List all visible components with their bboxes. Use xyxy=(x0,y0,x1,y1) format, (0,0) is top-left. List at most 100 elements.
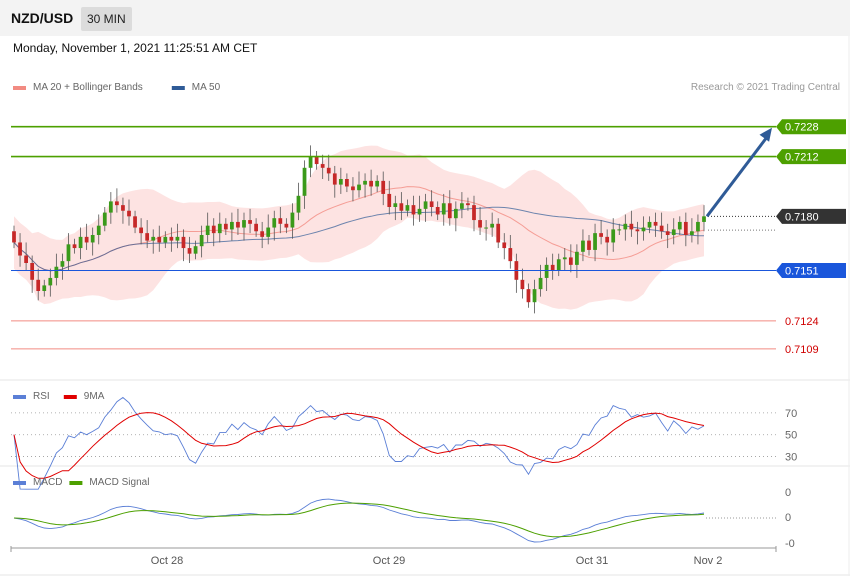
candle-body xyxy=(399,203,404,211)
candle xyxy=(345,173,349,193)
candle xyxy=(326,154,331,181)
candle xyxy=(629,210,634,237)
candle-body xyxy=(96,225,101,235)
datetime-label: Monday, November 1, 2021 11:25:51 AM CET xyxy=(13,41,258,55)
legend-swatch xyxy=(13,481,26,485)
candle-body xyxy=(272,218,277,228)
legend-label: MACD Signal xyxy=(89,477,149,488)
ma50-line xyxy=(13,206,705,272)
candle xyxy=(175,223,180,249)
x-tick-label: Oct 29 xyxy=(373,555,405,567)
candle xyxy=(284,218,289,234)
candle xyxy=(411,195,416,226)
candle-body xyxy=(502,242,507,249)
candle xyxy=(690,218,694,243)
candle-body xyxy=(72,244,77,249)
candle xyxy=(248,208,252,234)
candle xyxy=(351,177,355,202)
candle xyxy=(653,212,658,237)
candle-body xyxy=(526,289,531,303)
candle-body xyxy=(496,223,501,243)
candle-body xyxy=(665,231,670,235)
legend-label: MACD xyxy=(33,477,62,488)
candle xyxy=(90,227,95,256)
candle xyxy=(54,253,59,286)
candle xyxy=(145,220,150,249)
candle-body xyxy=(653,221,658,226)
candle xyxy=(484,220,488,241)
candle-body xyxy=(278,218,283,224)
candle xyxy=(36,268,41,301)
candle xyxy=(290,203,295,239)
candle xyxy=(635,221,640,245)
candle xyxy=(575,244,579,278)
candle xyxy=(696,214,700,245)
candle-body xyxy=(435,207,440,215)
candle xyxy=(260,221,265,249)
legend-swatch xyxy=(13,86,26,90)
candle-body xyxy=(532,289,537,303)
candle-body xyxy=(115,201,119,206)
candle-body xyxy=(423,201,428,209)
chart-header: NZD/USD 30 MIN xyxy=(0,0,850,36)
candle xyxy=(550,253,555,280)
candle-body xyxy=(78,236,83,249)
candle-body xyxy=(647,221,652,228)
candle-body xyxy=(363,180,367,185)
candle xyxy=(429,190,434,217)
candle-body xyxy=(217,223,222,234)
candle-body xyxy=(187,248,192,254)
candle-body xyxy=(345,179,349,187)
candle xyxy=(677,216,682,235)
candle-body xyxy=(453,208,458,219)
current-price-tag-bg xyxy=(776,208,846,224)
candle-body xyxy=(375,180,380,187)
forecast-arrow-shaft xyxy=(705,134,770,218)
candle xyxy=(187,236,192,263)
candle xyxy=(181,229,186,262)
macd-signal-line xyxy=(13,502,705,538)
candle-body xyxy=(163,236,168,243)
candle xyxy=(587,235,591,256)
candle xyxy=(157,225,162,252)
price-level-label: 0.7212 xyxy=(785,152,819,164)
candle xyxy=(617,223,622,235)
candle xyxy=(278,207,283,234)
candle xyxy=(272,210,277,241)
candle-body xyxy=(90,235,95,243)
candle xyxy=(193,240,198,260)
candle-body xyxy=(544,264,549,278)
candle xyxy=(623,214,628,241)
legend-swatch xyxy=(63,395,77,399)
candle-body xyxy=(484,227,488,229)
candle xyxy=(211,218,216,247)
macd-tick-label: 0 xyxy=(785,512,791,524)
candle-body xyxy=(54,266,59,278)
candle xyxy=(332,165,337,198)
candle xyxy=(526,283,531,308)
candle-body xyxy=(635,229,640,232)
legend-label: RSI xyxy=(33,391,50,402)
candle-body xyxy=(617,229,622,231)
candle xyxy=(702,205,706,232)
candle-body xyxy=(284,223,289,228)
candle-body xyxy=(157,236,162,243)
candle-body xyxy=(550,264,555,271)
x-tick-label: Oct 31 xyxy=(576,555,608,567)
candle xyxy=(127,199,131,226)
candle xyxy=(139,218,143,245)
candle xyxy=(405,199,410,217)
timeframe-button[interactable]: 30 MIN xyxy=(81,7,132,31)
candle xyxy=(338,167,343,194)
candle-body xyxy=(60,261,65,267)
candle-body xyxy=(466,203,470,206)
candle xyxy=(611,218,616,252)
macd-line xyxy=(13,498,705,543)
candle xyxy=(490,212,495,237)
candle-body xyxy=(169,236,174,241)
rsi-ma-line xyxy=(13,412,705,479)
candle-body xyxy=(151,236,156,241)
candle-body xyxy=(369,180,373,187)
candle xyxy=(502,233,507,260)
candle xyxy=(357,171,361,198)
